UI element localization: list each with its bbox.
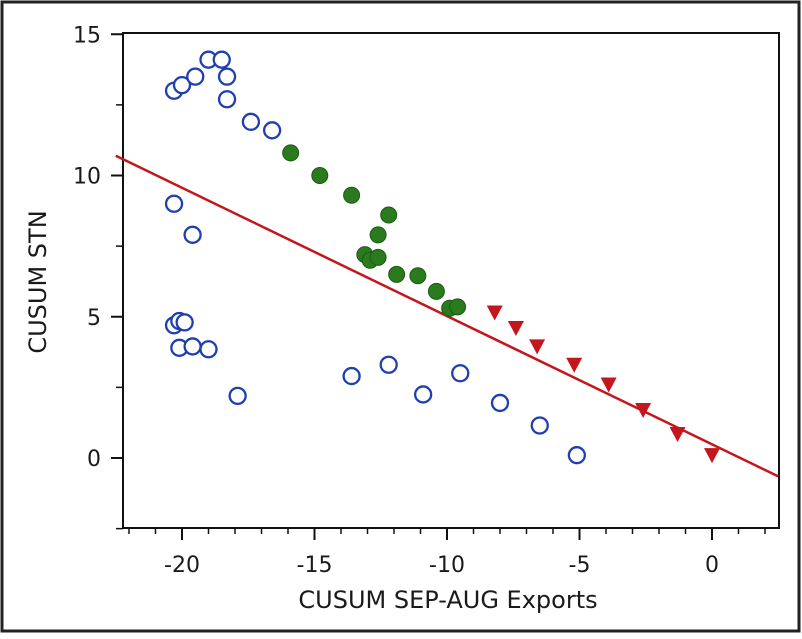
data-point-open-circle [212, 50, 231, 69]
data-point-filled-circle [449, 298, 467, 316]
data-point-open-circle [164, 194, 184, 213]
y-tick-label: 10 [73, 165, 101, 190]
plot-area [122, 32, 780, 529]
data-point-open-circle [413, 385, 433, 404]
data-point-triangle [566, 357, 583, 373]
data-point-triangle [600, 377, 617, 393]
data-point-open-circle [183, 225, 202, 244]
data-point-open-circle [530, 416, 549, 435]
data-point-open-circle [172, 75, 192, 95]
data-point-filled-circle [369, 226, 387, 244]
data-point-open-circle [379, 355, 398, 374]
data-point-triangle [635, 402, 652, 418]
data-point-triangle [529, 339, 546, 355]
data-point-open-circle [199, 340, 218, 359]
data-point-filled-circle [380, 206, 398, 224]
data-point-open-circle [186, 67, 205, 86]
data-point-filled-circle [311, 167, 329, 184]
data-point-filled-circle [369, 248, 387, 266]
x-tick-label: -15 [297, 553, 333, 578]
data-point-filled-circle [388, 265, 406, 283]
data-point-filled-circle [409, 267, 427, 285]
data-marks [164, 50, 720, 465]
data-point-open-circle [183, 337, 202, 356]
data-point-open-circle [342, 366, 361, 386]
data-point-open-circle [262, 121, 282, 140]
data-point-open-circle [451, 364, 470, 383]
x-tick-label: -20 [164, 553, 200, 578]
y-tick-label: 15 [73, 23, 101, 48]
data-point-triangle [704, 448, 720, 464]
data-point-open-circle [490, 393, 510, 413]
data-point-open-circle [175, 313, 194, 332]
data-point-triangle [669, 426, 686, 442]
x-tick-label: -10 [429, 553, 465, 578]
data-point-filled-circle [282, 144, 300, 162]
data-point-open-circle [241, 112, 261, 131]
data-point-triangle [507, 321, 524, 337]
y-axis-label: CUSUM STN [24, 210, 52, 353]
x-tick-label: -5 [569, 553, 591, 578]
x-axis-label: CUSUM SEP-AUG Exports [298, 586, 597, 614]
data-point-open-circle [228, 386, 247, 406]
data-point-filled-circle [427, 282, 445, 300]
y-tick-label: 5 [87, 306, 101, 331]
x-tick-label: 0 [705, 553, 719, 578]
data-point-filled-circle [343, 186, 361, 204]
data-point-open-circle [567, 446, 586, 465]
data-point-open-circle [217, 90, 237, 109]
y-tick-label: 0 [87, 447, 101, 472]
axes-layer: -20 -15 -10 -5 0 0 5 10 15 [73, 23, 766, 578]
data-point-open-circle [217, 67, 237, 86]
data-point-triangle [486, 305, 503, 321]
